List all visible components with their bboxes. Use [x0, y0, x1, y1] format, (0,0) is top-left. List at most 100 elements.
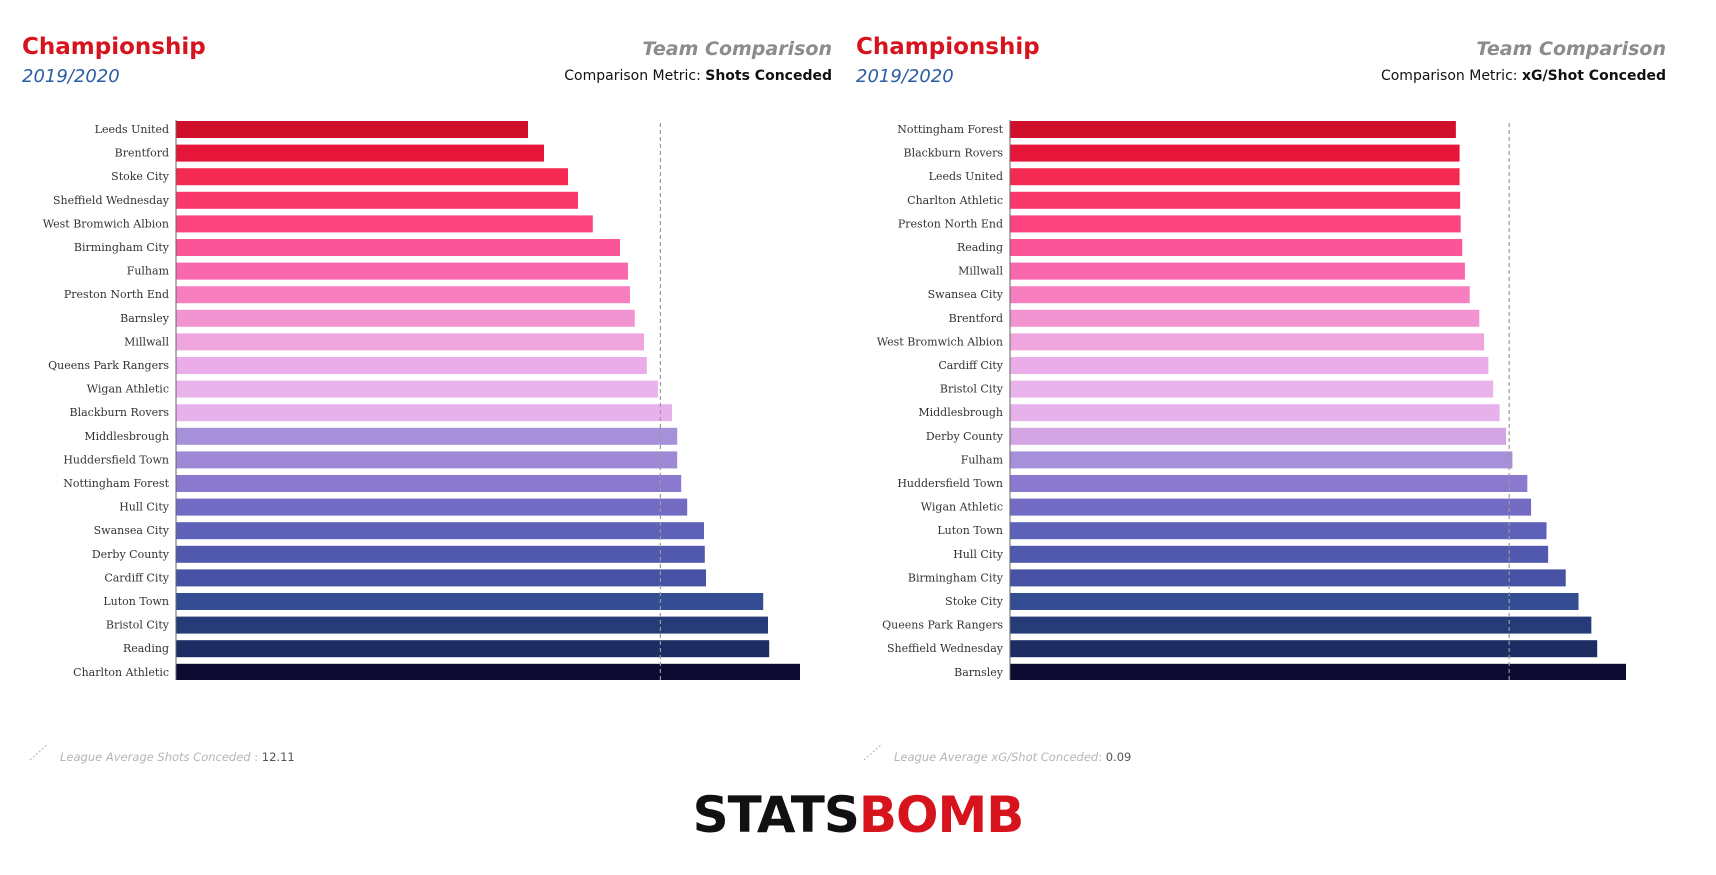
- season-label: 2019/2020: [22, 66, 120, 87]
- bar: [176, 475, 682, 492]
- bar: [1010, 616, 1592, 634]
- team-label: Luton Town: [937, 524, 1003, 537]
- team-label: Cardiff City: [104, 571, 169, 584]
- logo-text-bomb: BOMB: [858, 786, 1024, 844]
- team-label: Derby County: [92, 548, 170, 561]
- team-label: Middlesbrough: [84, 430, 169, 443]
- comparison-heading: Team Comparison: [1476, 38, 1666, 60]
- bar: [1010, 380, 1494, 398]
- team-label: Wigan Athletic: [87, 383, 169, 396]
- bar: [1010, 593, 1579, 610]
- team-label: Stoke City: [111, 170, 170, 183]
- team-label: Preston North End: [64, 288, 169, 301]
- bar: [176, 427, 678, 445]
- comparison-panel-shots: Championship 2019/2020 Team Comparison C…: [0, 0, 840, 780]
- comparison-panel-xg-per-shot: Championship 2019/2020 Team Comparison C…: [834, 0, 1674, 780]
- bar: [176, 498, 688, 516]
- team-label: Preston North End: [898, 217, 1003, 230]
- bar: [1010, 121, 1456, 138]
- team-label: Wigan Athletic: [921, 501, 1003, 514]
- bar: [176, 309, 635, 327]
- average-separator: :: [250, 750, 262, 764]
- team-label: Swansea City: [928, 288, 1004, 301]
- team-label: Charlton Athletic: [907, 194, 1003, 207]
- bar: [1010, 357, 1489, 374]
- bar: [176, 545, 705, 563]
- team-label: Birmingham City: [74, 241, 170, 254]
- team-label: Reading: [123, 642, 169, 655]
- bar: [176, 404, 672, 422]
- comparison-heading: Team Comparison: [642, 38, 832, 60]
- team-label: Stoke City: [945, 595, 1004, 608]
- bar: [176, 451, 678, 469]
- bar: [1010, 286, 1470, 304]
- team-label: Charlton Athletic: [73, 666, 169, 679]
- bar: [176, 215, 593, 233]
- team-label: Millwall: [124, 335, 169, 348]
- bar: [1010, 168, 1460, 186]
- bar: [1010, 144, 1460, 162]
- team-label: Hull City: [953, 548, 1004, 561]
- team-label: Bristol City: [106, 619, 170, 632]
- season-label: 2019/2020: [856, 66, 954, 87]
- comparison-metric: Comparison Metric: xG/Shot Conceded: [1381, 68, 1666, 84]
- bar: [176, 593, 764, 610]
- team-label: Fulham: [961, 453, 1004, 466]
- comparison-metric: Comparison Metric: Shots Conceded: [564, 68, 832, 84]
- competition-title: Championship: [856, 34, 1040, 60]
- bar-chart-xg-per-shot-conceded: Nottingham Forest Blackburn Rovers Leeds U…: [877, 120, 1626, 680]
- team-label: Leeds United: [95, 123, 169, 136]
- bar: [1010, 522, 1547, 540]
- average-value: 12.11: [261, 750, 295, 764]
- bar: [1010, 309, 1480, 327]
- team-label: Sheffield Wednesday: [53, 194, 170, 207]
- average-line-legend-icon: [29, 743, 49, 761]
- bar: [176, 380, 658, 398]
- average-label: League Average xG/Shot Conceded: [894, 750, 1099, 764]
- brand-footer: STATS BOMB: [0, 790, 1716, 840]
- average-label: League Average Shots Conceded: [60, 750, 251, 764]
- team-label: Swansea City: [94, 524, 170, 537]
- bar: [176, 191, 578, 209]
- bar: [176, 333, 644, 351]
- team-label: Middlesbrough: [918, 406, 1003, 419]
- league-average-note: League Average xG/Shot Conceded: 0.09: [894, 750, 1131, 764]
- bar: [176, 239, 620, 256]
- team-label: Nottingham Forest: [63, 477, 169, 490]
- bar: [176, 168, 568, 186]
- average-value: 0.09: [1105, 750, 1132, 764]
- team-label: Luton Town: [103, 595, 169, 608]
- bar: [1010, 262, 1465, 280]
- team-label: Barnsley: [954, 666, 1004, 679]
- team-label: Brentford: [949, 312, 1003, 325]
- metric-name: xG/Shot Conceded: [1521, 68, 1666, 84]
- competition-title: Championship: [22, 34, 206, 60]
- bar: [176, 144, 544, 162]
- bar: [1010, 640, 1598, 658]
- metric-prefix: Comparison Metric:: [1380, 68, 1518, 84]
- team-label: Bristol City: [940, 383, 1004, 396]
- metric-prefix: Comparison Metric:: [564, 68, 701, 84]
- bar: [176, 286, 630, 304]
- team-label: Brentford: [115, 147, 169, 160]
- team-label: Millwall: [958, 265, 1003, 278]
- bar: [1010, 427, 1506, 445]
- team-label: West Bromwich Albion: [43, 217, 169, 230]
- bar: [176, 663, 800, 680]
- bar: [176, 616, 768, 634]
- bar: [1010, 545, 1549, 563]
- bar: [176, 357, 647, 374]
- team-label: Blackburn Rovers: [70, 406, 170, 419]
- bar: [1010, 498, 1532, 516]
- bar: [176, 121, 528, 138]
- bar: [176, 569, 706, 587]
- team-label: Fulham: [127, 265, 170, 278]
- average-separator: :: [1098, 750, 1106, 764]
- bar: [1010, 215, 1461, 233]
- bar: [1010, 404, 1500, 422]
- team-label: Nottingham Forest: [897, 123, 1003, 136]
- bar-chart-shots-conceded: Leeds United Brentford Stoke City Sheffield…: [43, 120, 800, 680]
- team-label: West Bromwich Albion: [877, 335, 1003, 348]
- team-label: Queens Park Rangers: [882, 619, 1003, 632]
- team-label: Cardiff City: [938, 359, 1003, 372]
